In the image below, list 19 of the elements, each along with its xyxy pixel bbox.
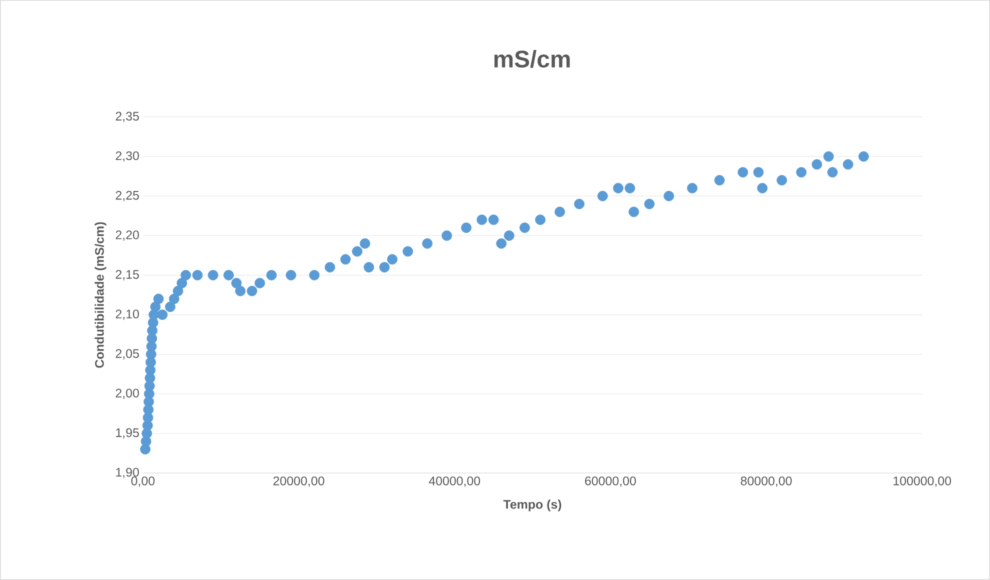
y-tick-label: 1,95: [116, 428, 139, 439]
x-tick-label: 100000,00: [894, 476, 952, 487]
y-tick-label: 2,20: [116, 230, 139, 241]
x-tick-label: 40000,00: [428, 476, 480, 487]
x-tick-label: 60000,00: [585, 476, 636, 487]
y-tick-label: 2,00: [116, 388, 139, 400]
y-tick-label: 2,10: [116, 310, 139, 320]
x-tick-label: 20000,00: [273, 476, 324, 487]
y-tick-label: 2,35: [116, 112, 139, 122]
y-tick-label: 2,30: [116, 151, 139, 162]
y-tick-label: 2,15: [116, 270, 139, 280]
x-axis-title: Tempo (s): [503, 500, 562, 512]
y-tick-label: 2,25: [116, 190, 139, 202]
x-tick-label: 0,00: [131, 476, 155, 487]
y-axis-title: Condutibilidade (mS/cm): [94, 222, 106, 368]
x-tick-label: 80000,00: [740, 476, 792, 487]
chart-title: mS/cm: [494, 50, 570, 68]
y-tick-label: 2,05: [116, 349, 139, 360]
y-tick-label: 1,90: [116, 468, 139, 478]
